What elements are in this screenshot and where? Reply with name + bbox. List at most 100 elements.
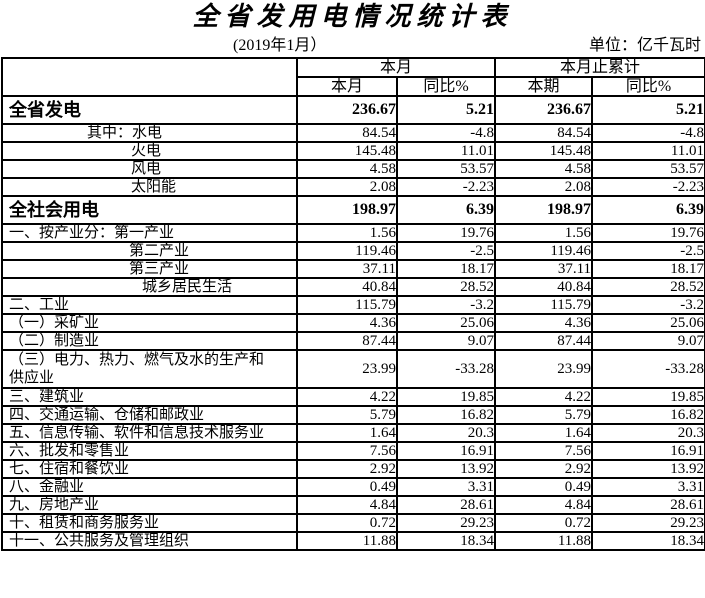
cell-value: 0.49 <box>494 477 594 497</box>
row-label: 九、房地产业 <box>1 495 298 515</box>
table-row: 全省发电 236.67 5.21 236.67 5.21 <box>1 95 705 125</box>
table-row: 第二产业 119.46 -2.5 119.46 -2.5 <box>1 241 705 261</box>
cell-value: 16.91 <box>591 441 705 461</box>
cell-value: 18.17 <box>591 259 705 279</box>
header-col-month: 本月 <box>296 76 398 97</box>
cell-value: 28.52 <box>395 277 497 297</box>
row-label: 八、金融业 <box>1 477 298 497</box>
cell-value: 11.01 <box>591 141 705 161</box>
cell-value: -2.5 <box>395 241 497 261</box>
corner-cell <box>1 57 298 97</box>
table-row: 九、房地产业 4.84 28.61 4.84 28.61 <box>1 495 705 515</box>
row-label: 六、批发和零售业 <box>1 441 298 461</box>
cell-value: 4.58 <box>494 159 594 179</box>
row-label: 其中：水电 <box>1 123 298 143</box>
cell-value: 40.84 <box>296 277 398 297</box>
subtitle-date: (2019年1月） <box>233 37 327 54</box>
table-row: 城乡居民生活 40.84 28.52 40.84 28.52 <box>1 277 705 297</box>
cell-value: 28.61 <box>591 495 705 515</box>
cell-value: 0.49 <box>296 477 398 497</box>
row-label: （一）采矿业 <box>1 313 298 333</box>
cell-value: 29.23 <box>395 513 497 533</box>
cell-value: 9.07 <box>395 331 497 351</box>
cell-value: 4.58 <box>296 159 398 179</box>
cell-value: 2.08 <box>494 177 594 197</box>
cell-value: 4.22 <box>494 387 594 407</box>
cell-value: 18.34 <box>591 531 705 551</box>
row-label: 十一、公共服务及管理组织 <box>1 531 298 551</box>
table-row: （二）制造业 87.44 9.07 87.44 9.07 <box>1 331 705 351</box>
cell-value: 84.54 <box>494 123 594 143</box>
cell-value: 25.06 <box>591 313 705 333</box>
row-label: 一、按产业分：第一产业 <box>1 223 298 243</box>
cell-value: 1.64 <box>296 423 398 443</box>
cell-value: 198.97 <box>296 195 398 225</box>
cell-value: 2.92 <box>296 459 398 479</box>
cell-value: 16.91 <box>395 441 497 461</box>
cell-value: 5.79 <box>494 405 594 425</box>
cell-value: 119.46 <box>296 241 398 261</box>
cell-value: 11.88 <box>494 531 594 551</box>
row-label: 全省发电 <box>1 95 298 125</box>
row-label: （三）电力、热力、燃气及水的生产和 供应业 <box>1 349 298 389</box>
table-row: 太阳能 2.08 -2.23 2.08 -2.23 <box>1 177 705 197</box>
cell-value: 5.79 <box>296 405 398 425</box>
cell-value: -33.28 <box>395 349 497 389</box>
cell-value: -2.23 <box>591 177 705 197</box>
table-row: 一、按产业分：第一产业 1.56 19.76 1.56 19.76 <box>1 223 705 243</box>
header-group-row: 本月 本月止累计 <box>1 57 705 97</box>
cell-value: 236.67 <box>296 95 398 125</box>
header-group-cumulative: 本月止累计 <box>494 57 705 78</box>
cell-value: -33.28 <box>591 349 705 389</box>
cell-value: 37.11 <box>494 259 594 279</box>
row-label: 全社会用电 <box>1 195 298 225</box>
cell-value: 6.39 <box>591 195 705 225</box>
cell-value: 25.06 <box>395 313 497 333</box>
cell-value: 29.23 <box>591 513 705 533</box>
cell-value: 115.79 <box>296 295 398 315</box>
table-row: 七、住宿和餐饮业 2.92 13.92 2.92 13.92 <box>1 459 705 479</box>
row-label: 三、建筑业 <box>1 387 298 407</box>
cell-value: 115.79 <box>494 295 594 315</box>
row-label: 风电 <box>1 159 298 179</box>
cell-value: 1.56 <box>296 223 398 243</box>
cell-value: -2.23 <box>395 177 497 197</box>
cell-value: 2.08 <box>296 177 398 197</box>
cell-value: 28.61 <box>395 495 497 515</box>
table-row: 八、金融业 0.49 3.31 0.49 3.31 <box>1 477 705 497</box>
cell-value: 19.85 <box>395 387 497 407</box>
table-row: 其中：水电 84.54 -4.8 84.54 -4.8 <box>1 123 705 143</box>
cell-value: 20.3 <box>591 423 705 443</box>
table-row: （一）采矿业 4.36 25.06 4.36 25.06 <box>1 313 705 333</box>
table-row: 十一、公共服务及管理组织 11.88 18.34 11.88 18.34 <box>1 531 705 551</box>
cell-value: 84.54 <box>296 123 398 143</box>
cell-value: 0.72 <box>296 513 398 533</box>
cell-value: -3.2 <box>395 295 497 315</box>
table-row: 二、工业 115.79 -3.2 115.79 -3.2 <box>1 295 705 315</box>
cell-value: 13.92 <box>591 459 705 479</box>
cell-value: 16.82 <box>591 405 705 425</box>
cell-value: 28.52 <box>591 277 705 297</box>
row-label: 五、信息传输、软件和信息技术服务业 <box>1 423 298 443</box>
page-title: 全省发用电情况统计表 <box>192 2 513 32</box>
cell-value: 18.17 <box>395 259 497 279</box>
table-row: 十、租赁和商务服务业 0.72 29.23 0.72 29.23 <box>1 513 705 533</box>
cell-value: 198.97 <box>494 195 594 225</box>
row-label: 太阳能 <box>1 177 298 197</box>
cell-value: 7.56 <box>296 441 398 461</box>
table-row: 风电 4.58 53.57 4.58 53.57 <box>1 159 705 179</box>
cell-value: 4.36 <box>296 313 398 333</box>
cell-value: 7.56 <box>494 441 594 461</box>
table-row: 火电 145.48 11.01 145.48 11.01 <box>1 141 705 161</box>
cell-value: 9.07 <box>591 331 705 351</box>
cell-value: 4.84 <box>494 495 594 515</box>
row-label: 第二产业 <box>1 241 298 261</box>
cell-value: 0.72 <box>494 513 594 533</box>
cell-value: -4.8 <box>395 123 497 143</box>
cell-value: 5.21 <box>395 95 497 125</box>
unit-label: 单位：亿千瓦时 <box>588 37 701 54</box>
cell-value: 37.11 <box>296 259 398 279</box>
cell-value: 11.01 <box>395 141 497 161</box>
cell-value: 53.57 <box>591 159 705 179</box>
